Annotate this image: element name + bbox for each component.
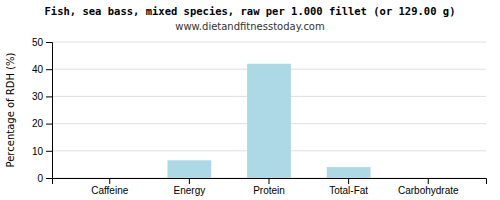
bar [327, 167, 371, 178]
tick: Energy [174, 178, 206, 196]
tick: 30 [32, 91, 52, 102]
bar [88, 178, 132, 179]
tick-mark [46, 42, 52, 43]
axis-line [46, 43, 53, 179]
tick-label: 50 [32, 37, 44, 48]
bar [167, 160, 211, 178]
bar [247, 64, 291, 178]
tick-label: 0 [37, 173, 43, 184]
tick-label: 20 [32, 118, 44, 129]
tick: Protein [253, 178, 285, 196]
bars [167, 64, 370, 178]
tick: Total-Fat [329, 178, 368, 196]
tick-label: Caffeine [91, 185, 129, 196]
tick-label: Carbohydrate [398, 185, 459, 196]
tick-mark [189, 178, 190, 184]
tick: 0 [37, 173, 52, 184]
tick-label: Total-Fat [329, 185, 368, 196]
tick-mark [46, 151, 52, 152]
tick-mark [46, 96, 52, 97]
bar [406, 178, 450, 179]
tick: 10 [32, 146, 52, 157]
axis-line [53, 179, 487, 185]
title: Fish, sea bass, mixed species, raw per 1… [45, 5, 456, 17]
tick: Carbohydrate [398, 178, 459, 196]
tick-label: Protein [253, 185, 285, 196]
tick-mark [46, 124, 52, 125]
tick-label: Energy [174, 185, 206, 196]
grid [52, 42, 486, 178]
grid-line [52, 42, 486, 43]
tick-mark [109, 178, 110, 184]
tick-mark [269, 178, 270, 184]
tick-mark [348, 178, 349, 184]
tick-mark [46, 178, 52, 179]
chart: Fish, sea bass, mixed species, raw per 1… [0, 0, 500, 200]
x-axis: Caffeine Energy Protein Total-Fat Carbohydra… [53, 178, 487, 196]
tick-label: 10 [32, 146, 44, 157]
tick-mark [428, 178, 429, 184]
tick: 40 [32, 64, 52, 75]
y-axis-title: Percentage of RDH (%) [5, 52, 16, 167]
tick-label: 40 [32, 64, 44, 75]
subtitle: www.dietandfitnesstoday.com [175, 21, 324, 32]
y-axis: 0 10 20 30 40 50 [32, 37, 53, 184]
tick: 50 [32, 37, 52, 48]
tick-label: 30 [32, 91, 44, 102]
tick: Caffeine [91, 178, 129, 196]
tick: 20 [32, 118, 52, 129]
tick-mark [46, 69, 52, 70]
plot: 0 10 20 30 40 50 Caffeine Energy Protein Total-Fa… [32, 37, 487, 196]
